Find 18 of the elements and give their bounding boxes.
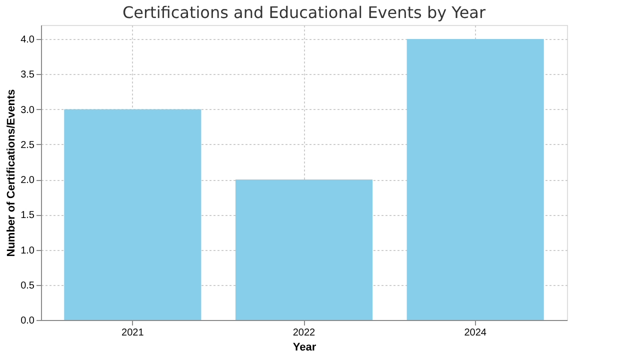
y-axis-title: Number of Certifications/Events <box>6 89 18 257</box>
y-tick-label: 0.5 <box>20 280 35 292</box>
y-tick-label: 4.0 <box>20 34 35 46</box>
x-axis-title: Year <box>292 342 317 354</box>
y-tick-label: 3.5 <box>20 70 35 81</box>
y-tick-label: 0.0 <box>20 316 35 326</box>
y-tick-label: 3.0 <box>20 104 35 116</box>
x-tick-label: 2022 <box>292 328 316 338</box>
y-tick-label: 1.0 <box>20 245 35 256</box>
bar <box>235 180 373 320</box>
x-tick-label: 2021 <box>122 328 144 338</box>
y-tick-label: 1.5 <box>20 210 35 222</box>
bar <box>64 109 202 320</box>
bar <box>406 39 544 320</box>
x-tick-label: 2024 <box>464 328 487 338</box>
y-tick-label: 2.0 <box>20 175 35 186</box>
y-tick-label: 2.5 <box>20 140 35 151</box>
chart-title: Certifications and Educational Events by Year <box>122 3 486 22</box>
